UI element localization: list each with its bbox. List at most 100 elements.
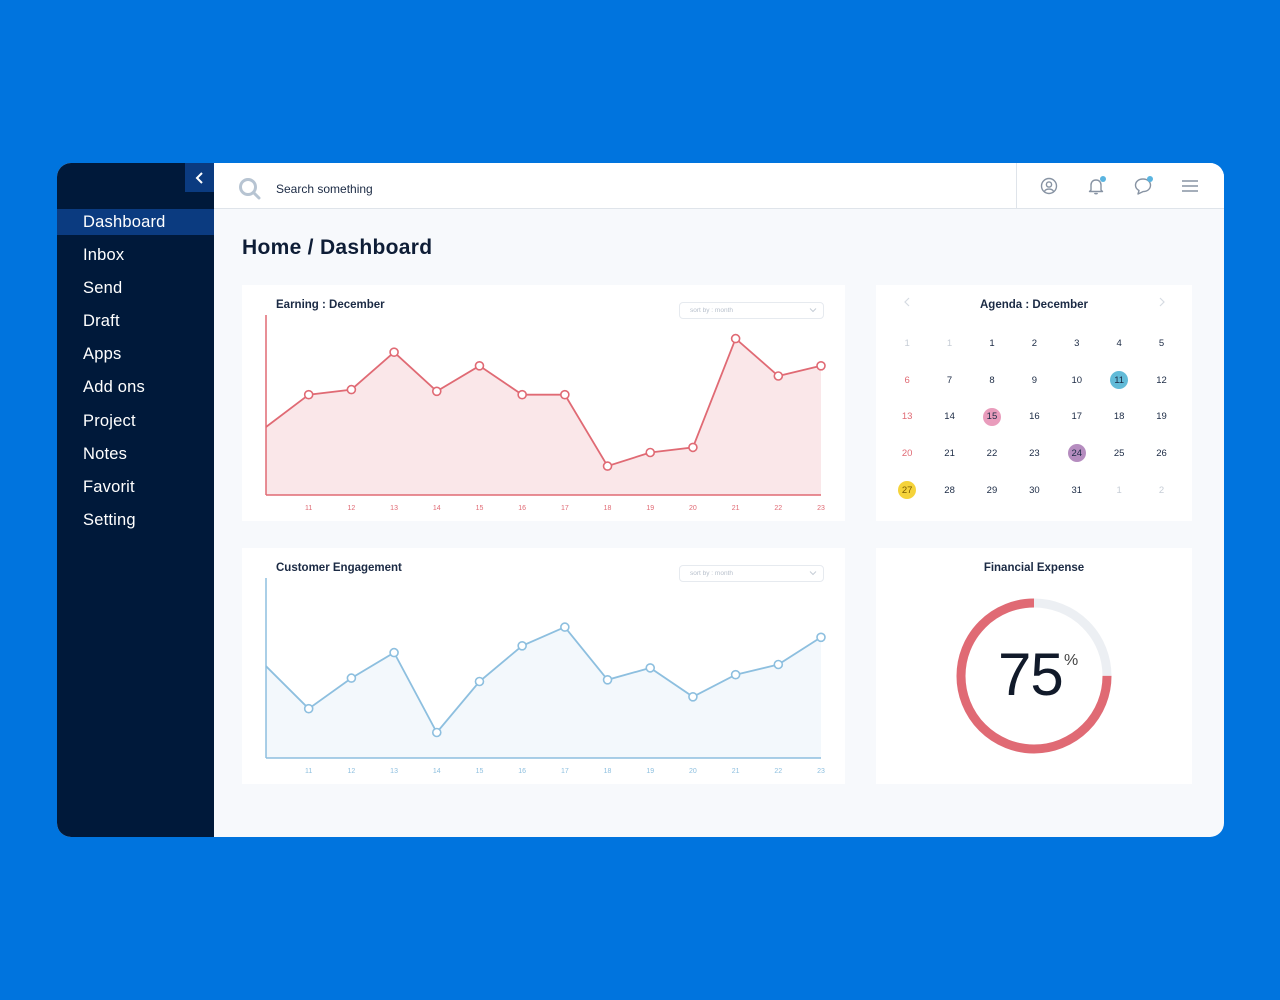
sidebar-item-add-ons[interactable]: Add ons <box>57 375 214 401</box>
calendar-day[interactable]: 9 <box>1013 362 1055 399</box>
sidebar-item-label: Dashboard <box>83 212 166 231</box>
calendar-day-number: 2 <box>1158 484 1165 496</box>
calendar-day[interactable]: 17 <box>1056 398 1098 435</box>
sidebar-item-setting[interactable]: Setting <box>57 508 214 534</box>
calendar-day[interactable]: 1 <box>928 325 970 362</box>
earning-point[interactable] <box>688 442 698 453</box>
calendar-day[interactable]: 3 <box>1056 325 1098 362</box>
sidebar-item-inbox[interactable]: Inbox <box>57 242 214 268</box>
calendar-day[interactable]: 22 <box>971 435 1013 472</box>
earning-point[interactable] <box>560 389 570 400</box>
engagement-point[interactable] <box>730 669 741 680</box>
engagement-point[interactable] <box>431 727 442 738</box>
earning-series-line <box>265 337 822 468</box>
calendar-prev-button[interactable] <box>903 297 911 310</box>
sidebar-collapse-button[interactable] <box>185 163 214 192</box>
calendar-day[interactable]: 6 <box>886 362 928 399</box>
engagement-point[interactable] <box>474 676 485 687</box>
sidebar-item-favorit[interactable]: Favorit <box>57 475 214 501</box>
calendar-day[interactable]: 13 <box>886 398 928 435</box>
profile-button[interactable] <box>1038 175 1060 197</box>
calendar-day[interactable]: 20 <box>886 435 928 472</box>
engagement-point[interactable] <box>688 692 698 702</box>
earning-point[interactable] <box>303 389 314 400</box>
calendar-day[interactable]: 1 <box>1098 472 1140 509</box>
earning-point[interactable] <box>346 384 357 395</box>
calendar-day[interactable]: 18 <box>1098 398 1140 435</box>
calendar-day[interactable]: 29 <box>971 472 1013 509</box>
calendar-day[interactable]: 31 <box>1056 472 1098 509</box>
sidebar-item-notes[interactable]: Notes <box>57 441 214 467</box>
sidebar-item-dashboard[interactable]: Dashboard <box>57 209 214 235</box>
engagement-x-tick-label: 13 <box>390 768 398 775</box>
calendar-day[interactable]: 2 <box>1140 472 1182 509</box>
earning-point[interactable] <box>816 361 826 371</box>
engagement-point[interactable] <box>816 632 826 643</box>
calendar-day[interactable]: 26 <box>1140 435 1182 472</box>
calendar-day[interactable]: 10 <box>1056 362 1098 399</box>
earning-point[interactable] <box>730 333 741 344</box>
sidebar-item-draft[interactable]: Draft <box>57 309 214 335</box>
calendar-day-number: 9 <box>1031 374 1037 386</box>
earning-point[interactable] <box>474 361 485 371</box>
calendar-day[interactable]: 2 <box>1013 325 1055 362</box>
calendar-day[interactable]: 4 <box>1098 325 1140 362</box>
calendar-day[interactable]: 7 <box>928 362 970 399</box>
calendar-day[interactable]: 19 <box>1140 398 1182 435</box>
earning-point[interactable] <box>773 371 784 381</box>
menu-button[interactable] <box>1179 175 1201 197</box>
calendar-day[interactable]: 30 <box>1013 472 1055 509</box>
engagement-x-tick-label: 17 <box>561 768 569 775</box>
engagement-point[interactable] <box>560 622 570 632</box>
calendar-day[interactable]: 25 <box>1098 435 1140 472</box>
calendar-day[interactable]: 1 <box>886 325 928 362</box>
earning-point[interactable] <box>645 447 656 458</box>
chat-bubble-icon <box>1134 177 1152 195</box>
calendar-day[interactable]: 5 <box>1140 325 1182 362</box>
search-input[interactable] <box>276 182 576 196</box>
sidebar-item-label: Add ons <box>83 378 145 397</box>
sidebar-item-apps[interactable]: Apps <box>57 342 214 368</box>
calendar-day-number: 3 <box>1074 337 1080 349</box>
engagement-x-tick-label: 21 <box>732 768 740 775</box>
calendar-day-number: 13 <box>901 411 913 423</box>
calendar-day[interactable]: 27 <box>886 472 928 509</box>
search-icon[interactable] <box>238 177 262 201</box>
messages-button[interactable] <box>1132 175 1154 197</box>
engagement-point[interactable] <box>645 663 656 673</box>
agenda-title: Agenda : December <box>979 299 1088 311</box>
earning-point[interactable] <box>389 347 399 357</box>
expense-title: Financial Expense <box>983 562 1085 574</box>
engagement-point[interactable] <box>517 641 527 651</box>
calendar-day[interactable]: 12 <box>1140 362 1182 399</box>
engagement-point[interactable] <box>389 647 399 658</box>
earning-sort-select[interactable]: sort by : month <box>679 302 824 319</box>
engagement-point[interactable] <box>303 703 314 714</box>
calendar-day[interactable]: 14 <box>928 398 970 435</box>
calendar-day[interactable]: 21 <box>928 435 970 472</box>
earning-point[interactable] <box>517 389 527 400</box>
calendar-next-button[interactable] <box>1158 297 1166 310</box>
calendar-day[interactable]: 11 <box>1098 362 1140 399</box>
calendar-day[interactable]: 24 <box>1056 435 1098 472</box>
calendar-day[interactable]: 23 <box>1013 435 1055 472</box>
calendar-day[interactable]: 15 <box>971 398 1013 435</box>
sidebar-item-label: Favorit <box>83 478 135 496</box>
earning-point[interactable] <box>431 386 442 397</box>
sidebar-item-send[interactable]: Send <box>57 275 214 301</box>
engagement-point[interactable] <box>773 659 784 670</box>
calendar-day-marker: 27 <box>898 481 917 500</box>
engagement-point[interactable] <box>602 675 613 685</box>
earning-point[interactable] <box>602 461 613 471</box>
calendar-day[interactable]: 8 <box>971 362 1013 399</box>
engagement-sort-select[interactable]: sort by : month <box>679 565 824 582</box>
engagement-point[interactable] <box>346 673 357 683</box>
notifications-button[interactable] <box>1085 175 1107 197</box>
sidebar-item-project[interactable]: Project <box>57 408 214 434</box>
calendar-day[interactable]: 28 <box>928 472 970 509</box>
agenda-card: Agenda : December 1 1 1 2 3 4 5 6 7 8 9 10 11 12 13 14 1… <box>876 285 1192 521</box>
calendar-day[interactable]: 16 <box>1013 398 1055 435</box>
calendar-day-number: 28 <box>944 484 955 496</box>
engagement-title: Customer Engagement <box>276 562 402 574</box>
calendar-day[interactable]: 1 <box>971 325 1013 362</box>
